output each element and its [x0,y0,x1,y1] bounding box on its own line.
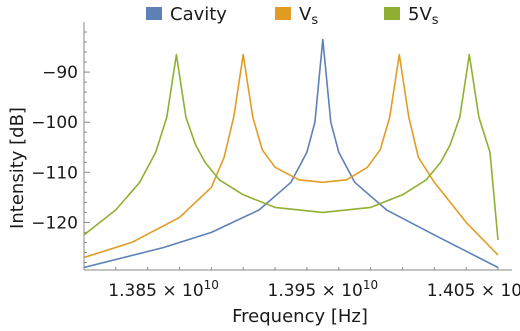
axes: −90 −100 −110 −120 1.385 × 1010 1.395 × 1010 1… [31,22,520,301]
series-line-5vs [84,53,499,240]
legend-label-vs: Vs [299,4,318,28]
y-tick-label: −120 [31,213,78,233]
series-line-vs [84,53,499,259]
legend: Cavity Vs 5Vs [146,4,439,28]
legend-swatch-vs [275,7,291,20]
x-tick-label: 1.395 × 1010 [268,278,379,301]
y-tick-label: −100 [31,113,78,133]
legend-swatch-cavity [146,7,162,20]
x-tick-label: 1.405 × 1010 [427,278,520,301]
y-tick-label: −90 [42,63,78,83]
x-tick-label: 1.385 × 1010 [108,278,219,301]
y-axis-title: Intensity [dB] [7,107,28,229]
legend-swatch-5vs [384,7,400,20]
y-tick-label: −110 [31,163,78,183]
plot-area [84,38,499,269]
legend-label-5vs: 5Vs [408,4,439,28]
x-axis-title: Frequency [Hz] [232,306,368,327]
legend-label-cavity: Cavity [170,4,227,25]
series-line-cavity [84,38,499,269]
